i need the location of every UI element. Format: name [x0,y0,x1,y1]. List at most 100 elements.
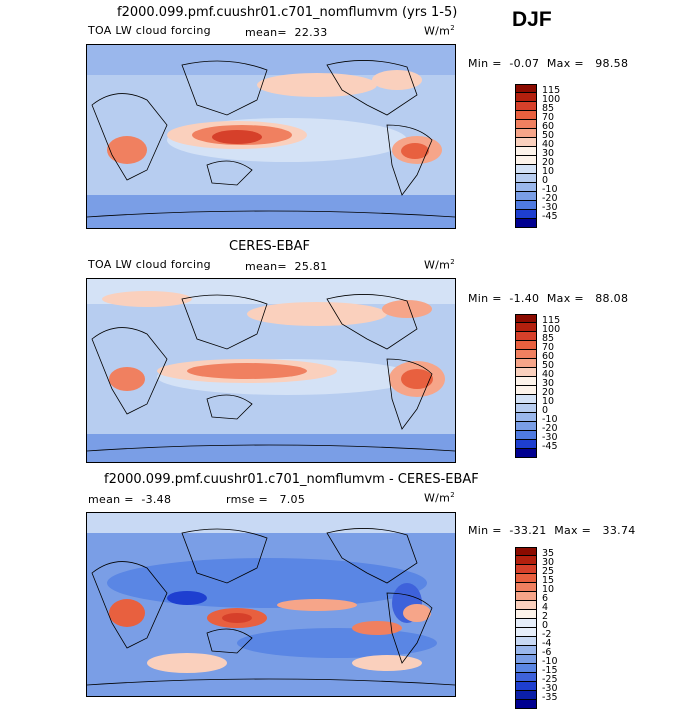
panel3-mean-label: mean = [88,493,134,506]
colorbar-tick-label: 6 [542,593,549,604]
colorbar-tick-label: -30 [542,202,558,213]
colorbar-tick-label: 85 [542,103,555,114]
panel3-map-field [87,513,455,696]
panel1-max-value: 98.58 [595,57,629,70]
colorbar-swatch [515,219,537,228]
panel3-max-label: Max = [554,524,592,537]
colorbar-swatch [515,165,537,174]
panel3-title: f2000.099.pmf.cuushr01.c701_nomflumvm - … [104,472,479,487]
colorbar-swatch [515,673,537,682]
panel3-map [86,512,456,697]
colorbar-tick-label: 40 [542,139,555,150]
panel2-map [86,278,456,463]
colorbar-swatch [515,386,537,395]
panel3-min-value: -33.21 [509,524,547,537]
colorbar-swatch [515,332,537,341]
colorbar-swatch [515,377,537,386]
panel2-mean-value: 25.81 [294,260,328,273]
panel1-field-label: TOA LW cloud forcing [88,24,211,37]
colorbar-tick-label: -25 [542,674,558,685]
colorbar-tick-label: 4 [542,602,549,613]
colorbar-swatch [515,592,537,601]
colorbar-tick-label: 0 [542,405,549,416]
panel1-mean: mean= 22.33 [245,26,328,39]
colorbar-swatch [515,314,537,323]
colorbar-swatch [515,619,537,628]
panel1-max-label: Max = [546,57,584,70]
panel3-min-label: Min = [468,524,502,537]
colorbar-swatch [515,583,537,592]
colorbar-swatch [515,628,537,637]
panel1-min-value: -0.07 [509,57,540,70]
panel1-colorbar [515,84,537,228]
panel1-colorbar-ticks: 115 100 85 70 60 50 40 30 20 10 0 -10 -20 -30 -45 [542,85,561,222]
colorbar-tick-label: -20 [542,423,558,434]
colorbar-swatch [515,174,537,183]
panel2-title: CERES-EBAF [229,239,310,254]
panel3-minmax: Min = -33.21 Max = 33.74 [468,524,636,537]
colorbar-tick-label: -15 [542,665,558,676]
colorbar-swatch [515,440,537,449]
colorbar-tick-label: -35 [542,692,558,703]
colorbar-tick-label: 60 [542,121,555,132]
colorbar-tick-label: -20 [542,193,558,204]
colorbar-swatch [515,404,537,413]
colorbar-tick-label: 25 [542,566,555,577]
colorbar-swatch [515,565,537,574]
colorbar-tick-label: 70 [542,112,555,123]
panel2-mean-label: mean= [245,260,287,273]
colorbar-tick-label: -6 [542,647,552,658]
panel3-max-value: 33.74 [602,524,636,537]
colorbar-tick-label: -30 [542,432,558,443]
colorbar-swatch [515,691,537,700]
colorbar-swatch [515,192,537,201]
colorbar-tick-label: 50 [542,360,555,371]
colorbar-swatch [515,111,537,120]
colorbar-tick-label: 115 [542,85,561,96]
colorbar-tick-label: 100 [542,324,561,335]
panel3-mean-value: -3.48 [141,493,172,506]
colorbar-tick-label: 0 [542,620,549,631]
panel2-min-label: Min = [468,292,502,305]
colorbar-tick-label: 35 [542,548,555,559]
panel1-minmax: Min = -0.07 Max = 98.58 [468,57,628,70]
colorbar-swatch [515,646,537,655]
colorbar-tick-label: 30 [542,378,555,389]
colorbar-tick-label: -2 [542,629,552,640]
colorbar-swatch [515,147,537,156]
panel2-max-value: 88.08 [595,292,629,305]
colorbar-tick-label: 70 [542,342,555,353]
colorbar-tick-label: 10 [542,396,555,407]
colorbar-tick-label: 30 [542,148,555,159]
colorbar-swatch [515,655,537,664]
colorbar-swatch [515,138,537,147]
colorbar-tick-label: 50 [542,130,555,141]
colorbar-tick-label: 115 [542,315,561,326]
colorbar-tick-label: -4 [542,638,552,649]
colorbar-tick-label: -10 [542,656,558,667]
colorbar-swatch [515,556,537,565]
panel1-mean-value: 22.33 [294,26,328,39]
colorbar-swatch [515,129,537,138]
colorbar-swatch [515,93,537,102]
colorbar-swatch [515,323,537,332]
colorbar-swatch [515,84,537,93]
panel3-rmse-label: rmse = [226,493,269,506]
colorbar-swatch [515,210,537,219]
colorbar-swatch [515,359,537,368]
colorbar-swatch [515,664,537,673]
colorbar-swatch [515,368,537,377]
panel2-colorbar-ticks: 115 100 85 70 60 50 40 30 20 10 0 -10 -20 -30 -45 [542,315,561,452]
panel3-rmse: rmse = 7.05 [226,493,305,506]
colorbar-swatch [515,574,537,583]
colorbar-swatch [515,610,537,619]
colorbar-tick-label: 100 [542,94,561,105]
colorbar-tick-label: 20 [542,157,555,168]
colorbar-swatch [515,341,537,350]
colorbar-tick-label: 2 [542,611,549,622]
panel2-minmax: Min = -1.40 Max = 88.08 [468,292,628,305]
panel1-mean-label: mean= [245,26,287,39]
panel2-mean: mean= 25.81 [245,260,328,273]
colorbar-swatch [515,413,537,422]
season-label: DJF [512,8,552,31]
